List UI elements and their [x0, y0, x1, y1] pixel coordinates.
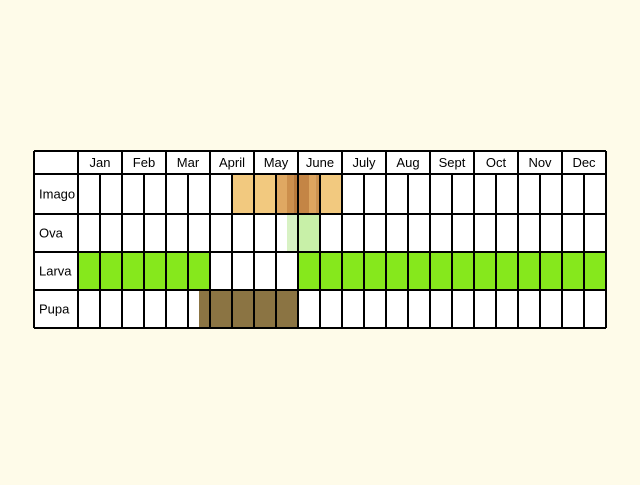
- month-label: May: [264, 155, 289, 170]
- period-imago-6: [315, 174, 320, 214]
- period-ova-1: [298, 214, 320, 252]
- month-label: July: [352, 155, 376, 170]
- row-label-pupa: Pupa: [39, 302, 70, 317]
- month-label: Nov: [528, 155, 552, 170]
- period-imago-5: [309, 174, 316, 214]
- period-ova-0: [287, 214, 298, 252]
- month-label: Oct: [486, 155, 507, 170]
- period-imago-3: [293, 174, 298, 214]
- row-label-imago: Imago: [39, 187, 75, 202]
- month-label: April: [219, 155, 245, 170]
- month-label: June: [306, 155, 334, 170]
- period-imago-4: [298, 174, 309, 214]
- month-label: Mar: [177, 155, 200, 170]
- month-label: Jan: [90, 155, 111, 170]
- month-label: Aug: [396, 155, 419, 170]
- month-label: Sept: [439, 155, 466, 170]
- period-imago-1: [276, 174, 287, 214]
- month-label: Feb: [133, 155, 155, 170]
- row-label-larva: Larva: [39, 264, 72, 279]
- period-imago-7: [320, 174, 342, 214]
- row-label-ova: Ova: [39, 226, 64, 241]
- period-pupa-0: [199, 290, 298, 328]
- month-label: Dec: [572, 155, 596, 170]
- period-imago-2: [287, 174, 294, 214]
